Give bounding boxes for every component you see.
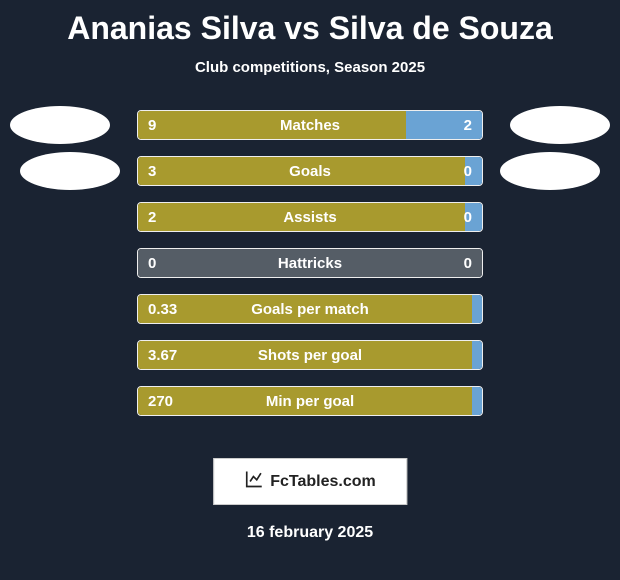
subtitle: Club competitions, Season 2025 bbox=[0, 59, 620, 76]
stat-bar: 3.67Shots per goal bbox=[137, 340, 483, 370]
stat-bar-left-value: 2 bbox=[138, 203, 465, 231]
chart-icon bbox=[244, 469, 264, 494]
stat-bar-right-value: 0 bbox=[310, 249, 482, 277]
stat-bar: 92Matches bbox=[137, 110, 483, 140]
stat-bar-left-value: 270 bbox=[138, 387, 472, 415]
stat-bar: 20Assists bbox=[137, 202, 483, 232]
badge-text: FcTables.com bbox=[270, 473, 376, 491]
date-label: 16 february 2025 bbox=[0, 524, 620, 542]
stat-bar-right-value bbox=[472, 387, 482, 415]
player1-avatar-placeholder bbox=[10, 106, 110, 144]
stat-bar: 270Min per goal bbox=[137, 386, 483, 416]
stat-bar-right-value: 0 bbox=[465, 157, 482, 185]
stat-bar-left-value: 3.67 bbox=[138, 341, 472, 369]
stat-bar-left-value: 0.33 bbox=[138, 295, 472, 323]
stat-bar-left-value: 9 bbox=[138, 111, 406, 139]
page-title: Ananias Silva vs Silva de Souza bbox=[0, 0, 620, 47]
comparison-chart: 92Matches 30Goals 20Assists 00Hattricks 0.33… bbox=[0, 106, 620, 416]
stat-bar-right-value: 0 bbox=[465, 203, 482, 231]
stat-bar-right-value: 2 bbox=[406, 111, 482, 139]
stat-bar: 00Hattricks bbox=[137, 248, 483, 278]
stat-bar-left-value: 0 bbox=[138, 249, 310, 277]
stat-bar-left-value: 3 bbox=[138, 157, 465, 185]
stat-bar: 30Goals bbox=[137, 156, 483, 186]
player1-avatar-placeholder-2 bbox=[20, 152, 120, 190]
stat-bar-right-value bbox=[472, 295, 482, 323]
player2-avatar-placeholder bbox=[510, 106, 610, 144]
player2-avatar-placeholder-2 bbox=[500, 152, 600, 190]
source-badge: FcTables.com bbox=[213, 458, 407, 505]
stat-bar: 0.33Goals per match bbox=[137, 294, 483, 324]
stat-bar-right-value bbox=[472, 341, 482, 369]
